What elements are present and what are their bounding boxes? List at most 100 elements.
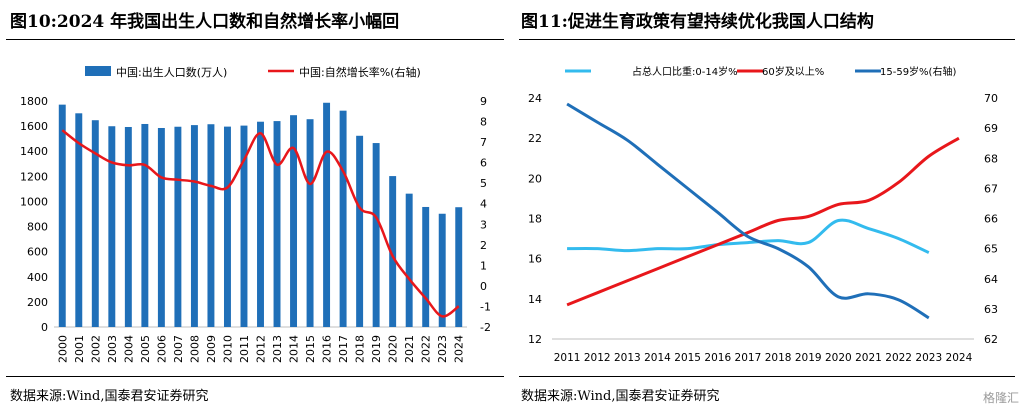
divider <box>6 39 504 40</box>
y-left-tick-label: 1800 <box>20 95 48 108</box>
divider <box>519 376 1015 377</box>
y-left-tick-label: 800 <box>27 221 48 234</box>
x-tick-label: 2019 <box>795 352 822 364</box>
x-tick-label: 2014 <box>644 352 671 364</box>
bar <box>405 193 413 327</box>
x-tick-label: 2017 <box>337 335 350 363</box>
x-tick-label: 2011 <box>554 352 581 364</box>
bar <box>323 102 331 327</box>
x-tick-label: 2012 <box>584 352 611 364</box>
y-left-tick-label: 1000 <box>20 195 48 208</box>
bar <box>273 121 281 327</box>
x-tick-label: 2018 <box>765 352 792 364</box>
y-right-tick-label: 2 <box>480 239 487 252</box>
y-right-tick-label: 5 <box>480 177 487 190</box>
x-tick-label: 2014 <box>288 335 301 363</box>
legend-label: 中国:出生人口数(万人) <box>116 65 227 79</box>
x-tick-label: 2013 <box>614 352 641 364</box>
x-tick-label: 2017 <box>735 352 762 364</box>
y-right-tick-label: 65 <box>984 243 998 256</box>
x-tick-label: 2000 <box>56 335 69 363</box>
y-right-tick-label: 7 <box>480 136 487 149</box>
x-tick-label: 2016 <box>704 352 731 364</box>
births-chart: 中国:出生人口数(万人) 中国:自然增长率%(右轴)020040060080010… <box>20 65 491 363</box>
y-right-tick-label: 68 <box>984 152 998 165</box>
x-tick-label: 2015 <box>674 352 701 364</box>
x-tick-label: 2024 <box>946 352 973 364</box>
x-tick-label: 2001 <box>73 335 86 363</box>
y-right-tick-label: 4 <box>480 198 487 211</box>
x-tick-label: 2008 <box>188 335 201 363</box>
x-tick-label: 2004 <box>122 335 135 363</box>
y-left-tick-label: 24 <box>528 92 542 105</box>
legend-label: 60岁及以上% <box>762 65 824 78</box>
x-tick-label: 2002 <box>89 335 102 363</box>
y-right-tick-label: 0 <box>480 280 487 293</box>
bar <box>372 143 380 327</box>
y-left-tick-label: 1200 <box>20 170 48 183</box>
y-left-tick-label: 22 <box>528 132 542 145</box>
x-tick-label: 2003 <box>106 335 119 363</box>
y-left-tick-label: 400 <box>27 271 48 284</box>
x-tick-label: 2022 <box>885 352 912 364</box>
y-right-tick-label: 3 <box>480 218 487 231</box>
y-left-tick-label: 18 <box>528 213 542 226</box>
bar <box>223 126 231 327</box>
x-tick-label: 2010 <box>221 335 234 363</box>
y-left-tick-label: 16 <box>528 253 542 266</box>
y-right-tick-label: -1 <box>480 300 491 313</box>
x-tick-label: 2023 <box>436 335 449 363</box>
x-tick-label: 2016 <box>321 335 334 363</box>
x-tick-label: 2018 <box>354 335 367 363</box>
x-tick-label: 2006 <box>155 335 168 363</box>
bar <box>306 119 314 327</box>
bar <box>240 125 248 327</box>
x-tick-label: 2015 <box>304 335 317 363</box>
y-left-tick-label: 1600 <box>20 120 48 133</box>
bar <box>91 120 99 328</box>
x-tick-label: 2009 <box>205 335 218 363</box>
x-tick-label: 2013 <box>271 335 284 363</box>
x-tick-label: 2023 <box>915 352 942 364</box>
bar <box>157 127 165 327</box>
chart-title: 图10:2024 年我国出生人口数和自然增长率小幅回 <box>10 12 400 32</box>
bar <box>108 126 116 327</box>
series-line-2 <box>566 102 930 320</box>
bar <box>438 213 446 327</box>
y-right-tick-label: 8 <box>480 116 487 129</box>
x-tick-label: 2019 <box>370 335 383 363</box>
structure-chart: 占总人口比重:0-14岁% 60岁及以上% 15-59岁%(右轴) 12 14 16 18 2… <box>528 65 998 364</box>
bar <box>356 135 364 327</box>
bar <box>174 126 182 327</box>
x-tick-label: 2005 <box>139 335 152 363</box>
series-line-growth-rate <box>61 129 460 318</box>
y-left-tick-label: 14 <box>528 293 542 306</box>
series-line-0 <box>567 218 930 255</box>
y-right-tick-label: 1 <box>480 259 487 272</box>
y-left-tick-label: 12 <box>528 333 542 346</box>
y-right-tick-label: 64 <box>984 273 998 286</box>
bar <box>290 115 298 327</box>
y-right-tick-label: 67 <box>984 182 998 195</box>
bar <box>339 110 347 327</box>
bar <box>141 123 149 327</box>
legend-label: 15-59岁%(右轴) <box>880 65 956 78</box>
y-right-tick-label: 63 <box>984 303 998 316</box>
chart-title: 图11:促进生育政策有望持续优化我国人口结构 <box>521 12 874 32</box>
bar <box>190 125 198 328</box>
x-tick-label: 2021 <box>855 352 882 364</box>
y-left-tick-label: 20 <box>528 172 542 185</box>
chart-panel-births: 图10:2024 年我国出生人口数和自然增长率小幅回 中国:出生人口数(万人) 中… <box>0 0 510 412</box>
legend-label: 占总人口比重:0-14岁% <box>632 65 738 78</box>
divider <box>6 376 504 377</box>
bar <box>455 207 463 327</box>
x-tick-label: 2020 <box>387 335 400 363</box>
y-right-tick-label: 66 <box>984 213 998 226</box>
y-left-tick-label: 1400 <box>20 145 48 158</box>
x-tick-label: 2021 <box>403 335 416 363</box>
watermark-logo: 格隆汇 <box>982 391 1019 405</box>
y-right-tick-label: 69 <box>984 122 998 135</box>
y-right-tick-label: 62 <box>984 333 998 346</box>
x-tick-label: 2007 <box>172 335 185 363</box>
bar <box>207 124 215 327</box>
